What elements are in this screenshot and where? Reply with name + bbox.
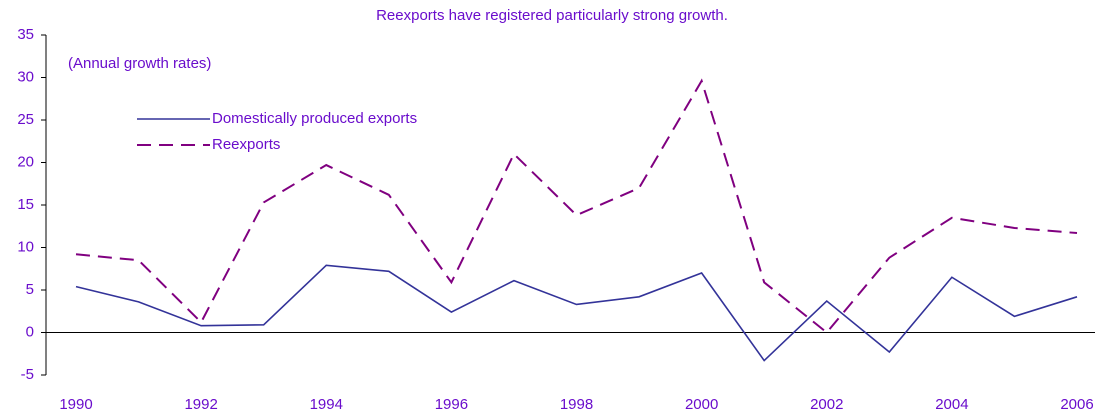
chart-title: Reexports have registered particularly s… bbox=[376, 7, 728, 24]
x-tick-label: 1990 bbox=[59, 396, 92, 413]
y-tick-label: 5 bbox=[26, 281, 34, 298]
annotation: (Annual growth rates) bbox=[68, 55, 211, 72]
y-tick-label: 25 bbox=[17, 111, 34, 128]
legend-label: Reexports bbox=[212, 136, 280, 153]
legend-label: Domestically produced exports bbox=[212, 110, 417, 127]
x-tick-label: 2006 bbox=[1060, 396, 1093, 413]
y-tick-label: 0 bbox=[26, 323, 34, 340]
y-tick-label: 35 bbox=[17, 26, 34, 43]
y-tick-label: 30 bbox=[17, 68, 34, 85]
y-tick-label: 10 bbox=[17, 238, 34, 255]
x-tick-label: 1992 bbox=[184, 396, 217, 413]
x-tick-label: 2002 bbox=[810, 396, 843, 413]
x-tick-label: 2004 bbox=[935, 396, 968, 413]
x-tick-label: 1998 bbox=[560, 396, 593, 413]
y-tick-label: 15 bbox=[17, 196, 34, 213]
series-line bbox=[75, 264, 1078, 362]
y-tick-label: -5 bbox=[21, 366, 34, 383]
x-tick-label: 1996 bbox=[435, 396, 468, 413]
series-line bbox=[75, 78, 1078, 334]
x-tick-label: 2000 bbox=[685, 396, 718, 413]
y-tick-label: 20 bbox=[17, 153, 34, 170]
x-tick-label: 1994 bbox=[310, 396, 343, 413]
